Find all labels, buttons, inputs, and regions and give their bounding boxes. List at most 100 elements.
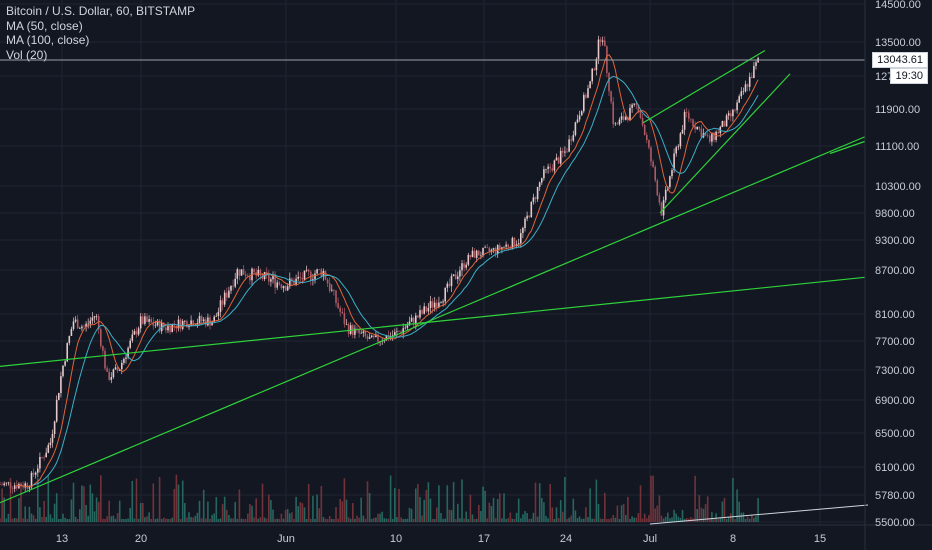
volume-bar <box>209 518 211 522</box>
volume-bar <box>146 516 148 522</box>
volume-bar <box>578 516 581 522</box>
candle-body <box>534 197 537 200</box>
volume-bar <box>97 502 100 522</box>
volume-bar <box>276 518 278 522</box>
volume-bar <box>312 495 314 522</box>
volume-bar <box>599 518 602 522</box>
volume-bar <box>131 480 134 522</box>
volume-bar <box>503 493 505 522</box>
trendline-long-horizontal[interactable] <box>0 276 866 367</box>
volume-trendline[interactable] <box>649 504 869 525</box>
candle-body <box>637 104 640 112</box>
volume-bar <box>431 518 434 522</box>
volume-bar <box>295 496 297 522</box>
volume-bar <box>0 518 1 522</box>
volume-bar <box>704 504 707 522</box>
trendline-long-rising[interactable] <box>0 136 866 504</box>
trendline-wedge-upper[interactable] <box>642 49 766 124</box>
candle-body <box>494 248 497 254</box>
trendlines[interactable] <box>0 49 869 525</box>
candle-body <box>631 104 633 108</box>
candle-body <box>557 157 560 164</box>
candle-body <box>727 113 730 116</box>
legend-ma50[interactable]: MA (50, close) <box>6 18 83 33</box>
volume-bar <box>121 518 123 522</box>
candle-body <box>377 334 379 342</box>
volume-bar <box>421 515 423 522</box>
volume-bar <box>13 518 16 522</box>
volume-bar <box>286 509 289 522</box>
time-axis[interactable]: 13 20 Jun 10 17 24 Jul 8 15 <box>56 533 826 545</box>
volume-bar <box>322 517 325 522</box>
trendline-wedge-lower[interactable] <box>659 73 791 214</box>
volume-bar <box>125 518 127 522</box>
candle-body <box>475 250 478 258</box>
candle-body <box>587 88 589 98</box>
volume-bar <box>593 518 596 522</box>
candle-body <box>28 487 31 489</box>
volume-bar <box>39 507 41 522</box>
candle-body <box>100 329 102 347</box>
candle-body <box>738 96 740 103</box>
candle-body <box>570 139 572 141</box>
volume-bar <box>72 482 75 522</box>
y-tick-label: 6100.00 <box>875 462 915 474</box>
volume-bar <box>442 518 444 522</box>
candle-body <box>515 244 518 246</box>
candle-body <box>530 201 533 218</box>
candle-body <box>685 111 688 113</box>
volume-bar <box>562 511 564 522</box>
y-tick-label: 7300.00 <box>875 365 915 377</box>
volume-bar <box>181 480 184 522</box>
candle-body <box>417 315 419 318</box>
volume-bar <box>639 485 642 522</box>
volume-bar <box>627 496 629 522</box>
candle-body <box>751 76 753 79</box>
y-tick-label: 11100.00 <box>875 141 919 153</box>
volume-bar <box>3 497 5 522</box>
volume-bar <box>706 496 709 522</box>
candle-body <box>675 147 677 154</box>
legend-volume[interactable]: Vol (20) <box>6 47 48 62</box>
candle-body <box>356 328 358 330</box>
candle-body <box>553 160 556 171</box>
candle-body <box>47 445 50 453</box>
candle-body <box>133 331 136 335</box>
volume-bar <box>152 483 155 522</box>
candle-body <box>358 328 360 334</box>
trendline-short-parallel[interactable] <box>829 140 866 155</box>
volume-bar <box>215 497 218 522</box>
legend-symbol[interactable]: Bitcoin / U.S. Dollar, 60, BITSTAMP <box>6 4 196 18</box>
volume-bar <box>394 487 396 522</box>
volume-bar <box>454 518 457 522</box>
volume-bar <box>669 518 671 522</box>
volume-bar <box>713 518 715 522</box>
legend-ma100[interactable]: MA (100, close) <box>6 33 90 47</box>
candle-body <box>421 310 423 314</box>
volume-bar <box>585 507 587 522</box>
volume-bar <box>662 518 665 522</box>
volume-bar <box>200 518 203 522</box>
candle-body <box>186 320 188 328</box>
volume-bar <box>643 513 646 522</box>
candle-body <box>465 264 467 268</box>
candle-body <box>108 371 110 380</box>
volume-bar <box>591 518 593 522</box>
volume-bar <box>446 485 449 522</box>
candle-body <box>652 161 654 168</box>
candle-body <box>492 248 495 250</box>
candle-body <box>232 285 234 287</box>
candle-body <box>135 331 138 335</box>
volume-bar <box>62 513 64 522</box>
volume-bar <box>265 518 268 522</box>
volume-bar <box>551 507 554 522</box>
candle-body <box>396 331 398 333</box>
volume-bar <box>354 518 356 522</box>
candle-body <box>415 315 417 325</box>
candle-body <box>192 320 194 326</box>
x-tick-label: 24 <box>560 533 572 545</box>
volume-bar <box>66 519 68 522</box>
candle-body <box>123 358 125 363</box>
candle-body <box>112 369 115 378</box>
